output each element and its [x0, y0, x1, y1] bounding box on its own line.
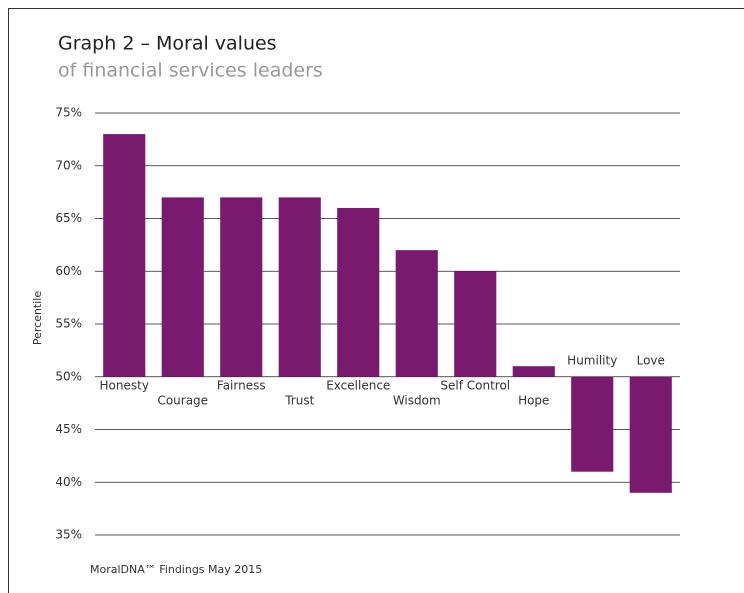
y-tick-label: 70% [55, 158, 82, 172]
y-tick-label: 75% [55, 106, 82, 120]
footer: MoralDNA™ Findings May 2015 [90, 563, 262, 576]
bar [278, 197, 321, 377]
y-axis-label: Percentile [31, 291, 44, 346]
y-tick-label: 65% [55, 211, 82, 225]
bar [454, 271, 497, 377]
x-tick-label: Courage [157, 393, 208, 407]
bar [337, 207, 380, 377]
x-tick-label: Love [637, 353, 665, 367]
bar [571, 376, 614, 472]
y-tick-label: 50% [55, 369, 82, 383]
x-tick-label: Excellence [326, 378, 390, 392]
bar [512, 366, 555, 377]
x-tick-label: Wisdom [393, 393, 441, 407]
y-tick-label: 35% [55, 528, 82, 542]
bar [103, 134, 146, 377]
y-tick-label: 60% [55, 264, 82, 278]
x-tick-label: Honesty [100, 378, 149, 392]
bar [220, 197, 263, 377]
y-tick-label: 55% [55, 317, 82, 331]
x-tick-label: Humility [567, 353, 617, 367]
x-tick-label: Trust [284, 393, 314, 407]
y-tick-label: 45% [55, 422, 82, 436]
bar [629, 376, 672, 493]
x-tick-label: Hope [518, 393, 549, 407]
bar [395, 250, 438, 377]
x-tick-label: Fairness [217, 378, 266, 392]
bar [161, 197, 204, 377]
frame [8, 8, 744, 593]
y-tick-label: 40% [55, 475, 82, 489]
chart-title: Graph 2 – Moral values [58, 33, 277, 55]
chart-subtitle: of financial services leaders [58, 60, 323, 82]
x-tick-label: Self Control [440, 378, 510, 392]
